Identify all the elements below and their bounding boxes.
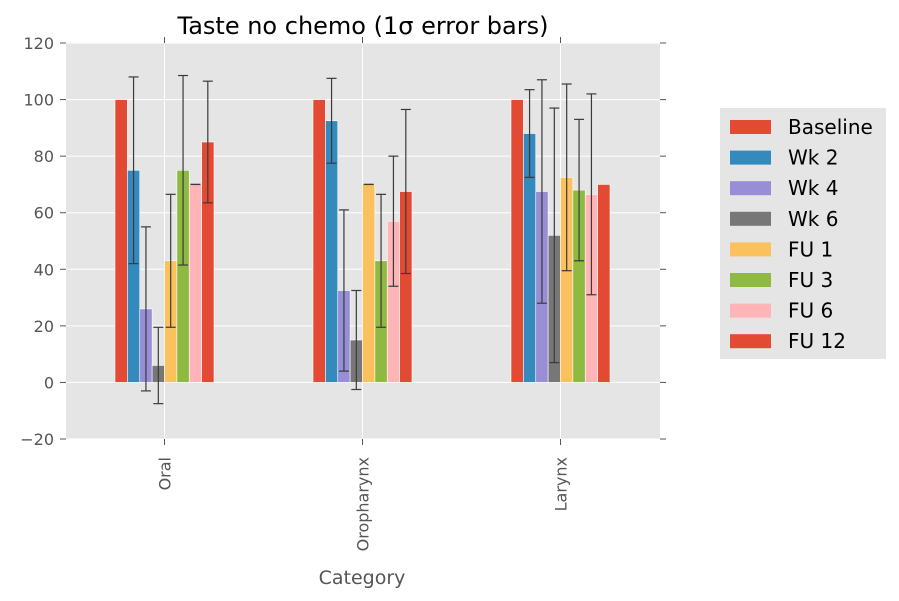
error-bar (574, 118, 585, 262)
y-tick-label: 120 (23, 34, 54, 53)
y-tick-label: 20 (34, 317, 54, 336)
error-bar (536, 79, 547, 304)
legend-swatch (730, 150, 771, 165)
legend-swatch (730, 211, 771, 226)
legend-label: Wk 4 (788, 176, 838, 200)
error-bar (202, 80, 213, 204)
error-bar (128, 76, 139, 265)
error-bar (326, 77, 337, 164)
error-bar (351, 289, 362, 391)
error-bar (165, 193, 176, 328)
legend-swatch (730, 303, 771, 318)
bar-baseline-oropharynx (312, 99, 326, 383)
error-bars-group (128, 74, 597, 405)
x-axis-ticks: Oral Oropharynx Larynx (156, 37, 571, 551)
bar-fu-12-larynx (597, 184, 611, 383)
legend-swatch (730, 120, 771, 134)
error-bar (153, 326, 164, 405)
error-bar (140, 226, 151, 392)
bars-group (114, 99, 611, 383)
legend-swatch (730, 273, 771, 287)
bar-baseline-oral (114, 99, 128, 383)
y-tick-label: 80 (34, 147, 54, 166)
legend: Baseline Wk 2 Wk 4 Wk 6 FU 1 FU 3 FU 6 FU 12 (720, 108, 886, 359)
error-bar (549, 107, 560, 364)
legend-swatch (730, 242, 771, 257)
error-bar (388, 155, 399, 287)
chart-title: Taste no chemo (1σ error bars) (177, 12, 549, 40)
legend-label: Wk 2 (788, 146, 838, 170)
bar-fu-6-oral (188, 184, 202, 383)
legend-swatch (730, 334, 771, 349)
x-tick-label: Oropharynx (354, 457, 373, 551)
y-tick-label: 60 (34, 204, 54, 223)
x-axis-label: Category (319, 567, 406, 589)
legend-swatch (730, 181, 771, 196)
legend-label: FU 6 (788, 299, 833, 323)
y-tick-label: 40 (34, 260, 54, 279)
error-bar (178, 74, 189, 266)
error-bar (400, 108, 411, 275)
error-bar (376, 193, 387, 328)
error-bar (524, 89, 535, 178)
legend-label: Wk 6 (788, 207, 838, 231)
y-tick-label: 0 (44, 373, 54, 392)
y-tick-label: −20 (20, 430, 54, 449)
legend-label: FU 3 (788, 268, 833, 292)
bar-fu-1-oropharynx (362, 184, 376, 383)
error-bar (561, 83, 572, 272)
x-tick-label: Larynx (552, 457, 571, 511)
legend-label: FU 12 (788, 329, 846, 353)
y-tick-label: 100 (23, 91, 54, 110)
bar-baseline-larynx (510, 99, 524, 383)
x-tick-label: Oral (156, 457, 175, 490)
legend-label: FU 1 (788, 237, 833, 261)
error-bar (338, 209, 349, 372)
error-bar (586, 93, 597, 296)
y-axis-ticks: −20 0 20 40 60 80 100 120 (20, 34, 666, 449)
legend-label: Baseline (788, 115, 873, 139)
